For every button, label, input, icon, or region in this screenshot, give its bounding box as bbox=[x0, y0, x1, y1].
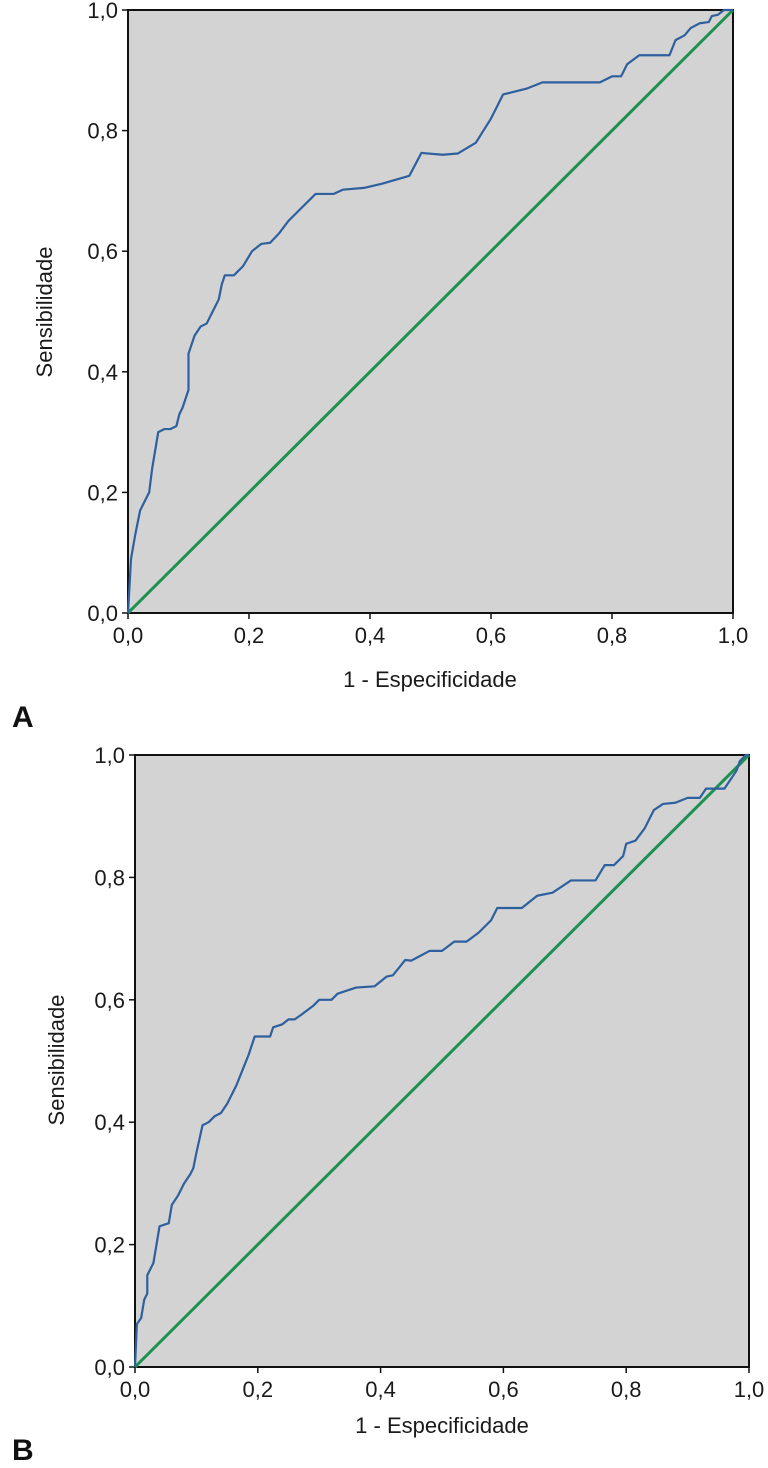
roc-curve-line-a bbox=[126, 8, 733, 614]
panel-label-a: A bbox=[12, 701, 34, 734]
y-tick-label: 0,6 bbox=[94, 988, 125, 1013]
x-tick-label: 1,0 bbox=[718, 623, 749, 648]
y-axis-label-a: Sensibilidade bbox=[32, 247, 57, 378]
x-tick-label: 0,8 bbox=[611, 1377, 642, 1402]
y-tick-label: 0,0 bbox=[94, 1355, 125, 1380]
y-tick-label: 0,6 bbox=[87, 239, 118, 264]
series-b bbox=[133, 753, 751, 1369]
x-axis-label-a: 1 - Especificidade bbox=[343, 667, 517, 692]
x-tick-label: 0,6 bbox=[476, 623, 507, 648]
y-tick-label: 1,0 bbox=[87, 0, 118, 23]
panel-label-b: B bbox=[12, 1434, 34, 1467]
x-tick-label: 0,2 bbox=[243, 1377, 274, 1402]
reference-diagonal-line-a bbox=[126, 8, 735, 615]
x-tick-label: 0,2 bbox=[234, 623, 265, 648]
chart-panel-b: 0,0 0,2 0,4 0,6 0,8 1,0 0,0 0,2 0,4 0,6 0,8 1,0 1 -… bbox=[12, 743, 764, 1467]
x-tick-label: 0,6 bbox=[488, 1377, 519, 1402]
y-tick-label: 0,8 bbox=[87, 119, 118, 144]
x-tick-label: 0,4 bbox=[365, 1377, 396, 1402]
chart-panel-a: 0,0 0,2 0,4 0,6 0,8 1,0 0,0 0,2 0,4 0,6 0,8 1,0 1 -… bbox=[12, 0, 748, 734]
y-tick-label: 0,2 bbox=[87, 480, 118, 505]
series-a bbox=[126, 8, 735, 615]
x-tick-label: 0,8 bbox=[597, 623, 628, 648]
y-tick-label: 0,2 bbox=[94, 1233, 125, 1258]
y-tick-label: 1,0 bbox=[94, 743, 125, 768]
x-tick-label: 0,4 bbox=[355, 623, 386, 648]
y-tick-label: 0,8 bbox=[94, 865, 125, 890]
x-tick-label: 0,0 bbox=[120, 1377, 151, 1402]
roc-curve-line-b bbox=[133, 753, 749, 1368]
x-tick-label: 1,0 bbox=[734, 1377, 765, 1402]
y-axis-label-b: Sensibilidade bbox=[44, 995, 69, 1126]
ticks-b: 0,0 0,2 0,4 0,6 0,8 1,0 0,0 0,2 0,4 0,6 0,8 1,0 bbox=[94, 743, 764, 1402]
x-tick-label: 0,0 bbox=[113, 623, 144, 648]
y-tick-label: 0,4 bbox=[87, 360, 118, 385]
y-tick-label: 0,0 bbox=[87, 601, 118, 626]
y-tick-label: 0,4 bbox=[94, 1110, 125, 1135]
reference-diagonal-line-b bbox=[133, 753, 751, 1369]
x-axis-label-b: 1 - Especificidade bbox=[355, 1413, 529, 1438]
ticks-a: 0,0 0,2 0,4 0,6 0,8 1,0 0,0 0,2 0,4 0,6 0,8 1,0 bbox=[87, 0, 748, 648]
